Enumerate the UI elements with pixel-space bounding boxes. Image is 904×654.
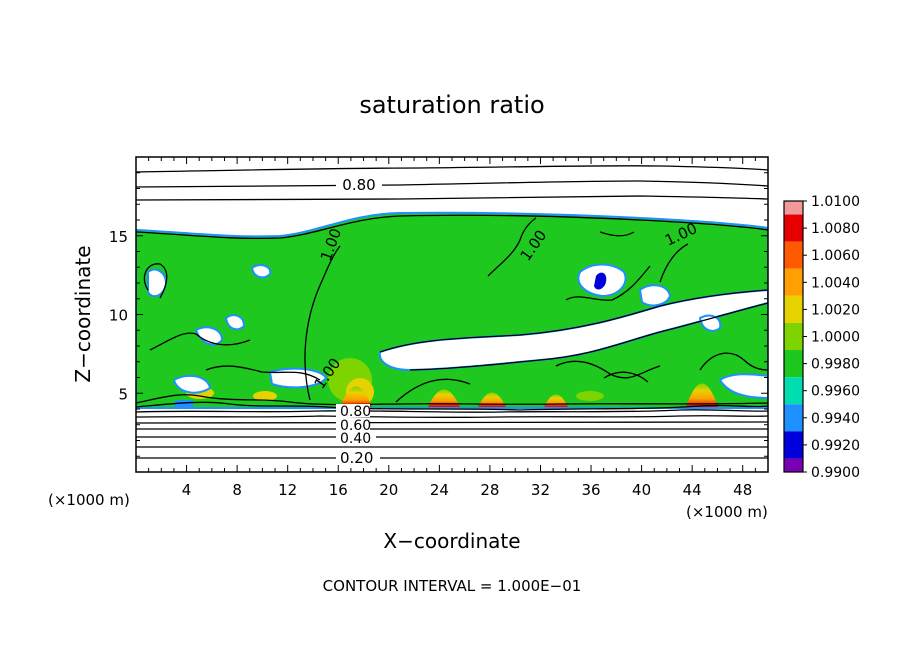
x-tick-label: 44	[683, 481, 702, 499]
colorbar-label: 1.0080	[811, 221, 860, 237]
colorbar-swatch	[784, 377, 803, 405]
colorbar-swatch	[784, 214, 803, 242]
x-tick-label: 48	[733, 481, 752, 499]
warm-patch	[576, 391, 604, 401]
contour-label: 0.80	[342, 176, 375, 194]
dry-pocket	[718, 373, 768, 400]
x-tick-label: 40	[632, 481, 651, 499]
x-tick-label: 8	[232, 481, 242, 499]
dry-pocket	[194, 326, 224, 346]
colorbar-label: 1.0000	[811, 330, 860, 346]
x-tick-label: 12	[278, 481, 297, 499]
dry-pocket	[594, 272, 607, 290]
y-axis: 5 10 15	[109, 172, 768, 457]
colorbar-swatch	[784, 350, 803, 378]
x-axis: 4 8 12 16 20 24 28 32 36 40 44 48	[148, 157, 756, 499]
saturated-region	[136, 211, 768, 409]
colorbar-label: 1.0060	[811, 248, 860, 264]
contour-label: 0.40	[340, 431, 371, 447]
x-tick-label: 20	[379, 481, 398, 499]
x-tick-label: 16	[329, 481, 348, 499]
contour-label: 0.60	[340, 418, 371, 434]
contour-label: 0.80	[340, 404, 371, 420]
colorbar-label: 0.9920	[811, 438, 860, 454]
hot-peak	[478, 392, 506, 407]
y-axis-title: Z−coordinate	[71, 245, 95, 382]
colorbar-label: 0.9980	[811, 357, 860, 373]
colorbar-label: 0.9900	[811, 465, 860, 481]
warm-patch	[253, 391, 277, 401]
x-tick-label: 32	[531, 481, 550, 499]
x-axis-title: X−coordinate	[383, 529, 520, 553]
x-tick-label: 28	[480, 481, 499, 499]
y-tick-label: 15	[109, 228, 128, 246]
colorbar-swatch	[784, 241, 803, 269]
colorbar: 1.0100 1.0080 1.0060 1.0040 1.0020 1.0000 0.99…	[783, 194, 860, 481]
contour-interval-note: CONTOUR INTERVAL = 1.000E−01	[323, 577, 582, 595]
y-tick-label: 5	[118, 385, 128, 403]
colorbar-swatch	[784, 431, 803, 459]
x-tick-label: 4	[182, 481, 192, 499]
x-axis-unit-right: (×1000 m)	[686, 503, 768, 521]
colorbar-label: 1.0040	[811, 275, 860, 291]
lower-contours	[136, 394, 768, 459]
colorbar-swatch	[784, 322, 803, 351]
colorbar-label: 0.9960	[811, 384, 860, 400]
colorbar-label: 1.0100	[811, 194, 860, 210]
dry-pocket	[175, 400, 193, 408]
dry-pocket	[250, 264, 272, 279]
hot-peak	[428, 389, 460, 407]
colorbar-swatch	[784, 295, 803, 323]
x-tick-label: 36	[581, 481, 600, 499]
colorbar-swatch	[784, 268, 803, 296]
y-tick-label: 10	[109, 307, 128, 325]
x-tick-label: 24	[430, 481, 449, 499]
dry-pocket	[698, 314, 722, 332]
contour-label: 0.20	[340, 449, 373, 467]
plot-area: 0.80 1.00 1.00 1.00 1.00 0.80 0.60 0.40 …	[136, 157, 768, 472]
x-axis-unit-left: (×1000 m)	[48, 491, 130, 509]
colorbar-swatch	[784, 201, 803, 215]
colorbar-swatch	[784, 458, 803, 472]
dry-pocket	[268, 367, 328, 389]
colorbar-swatch	[784, 404, 803, 432]
hot-peak	[340, 386, 372, 407]
colorbar-label: 0.9940	[811, 411, 860, 427]
dry-pocket	[638, 284, 672, 307]
dry-pocket	[172, 374, 212, 394]
upper-contours	[136, 165, 768, 201]
hot-peak	[686, 383, 718, 407]
colorbar-label: 1.0020	[811, 302, 860, 318]
dry-pocket	[224, 314, 246, 331]
chart-title: saturation ratio	[359, 91, 544, 119]
saturation-contours	[136, 214, 768, 403]
